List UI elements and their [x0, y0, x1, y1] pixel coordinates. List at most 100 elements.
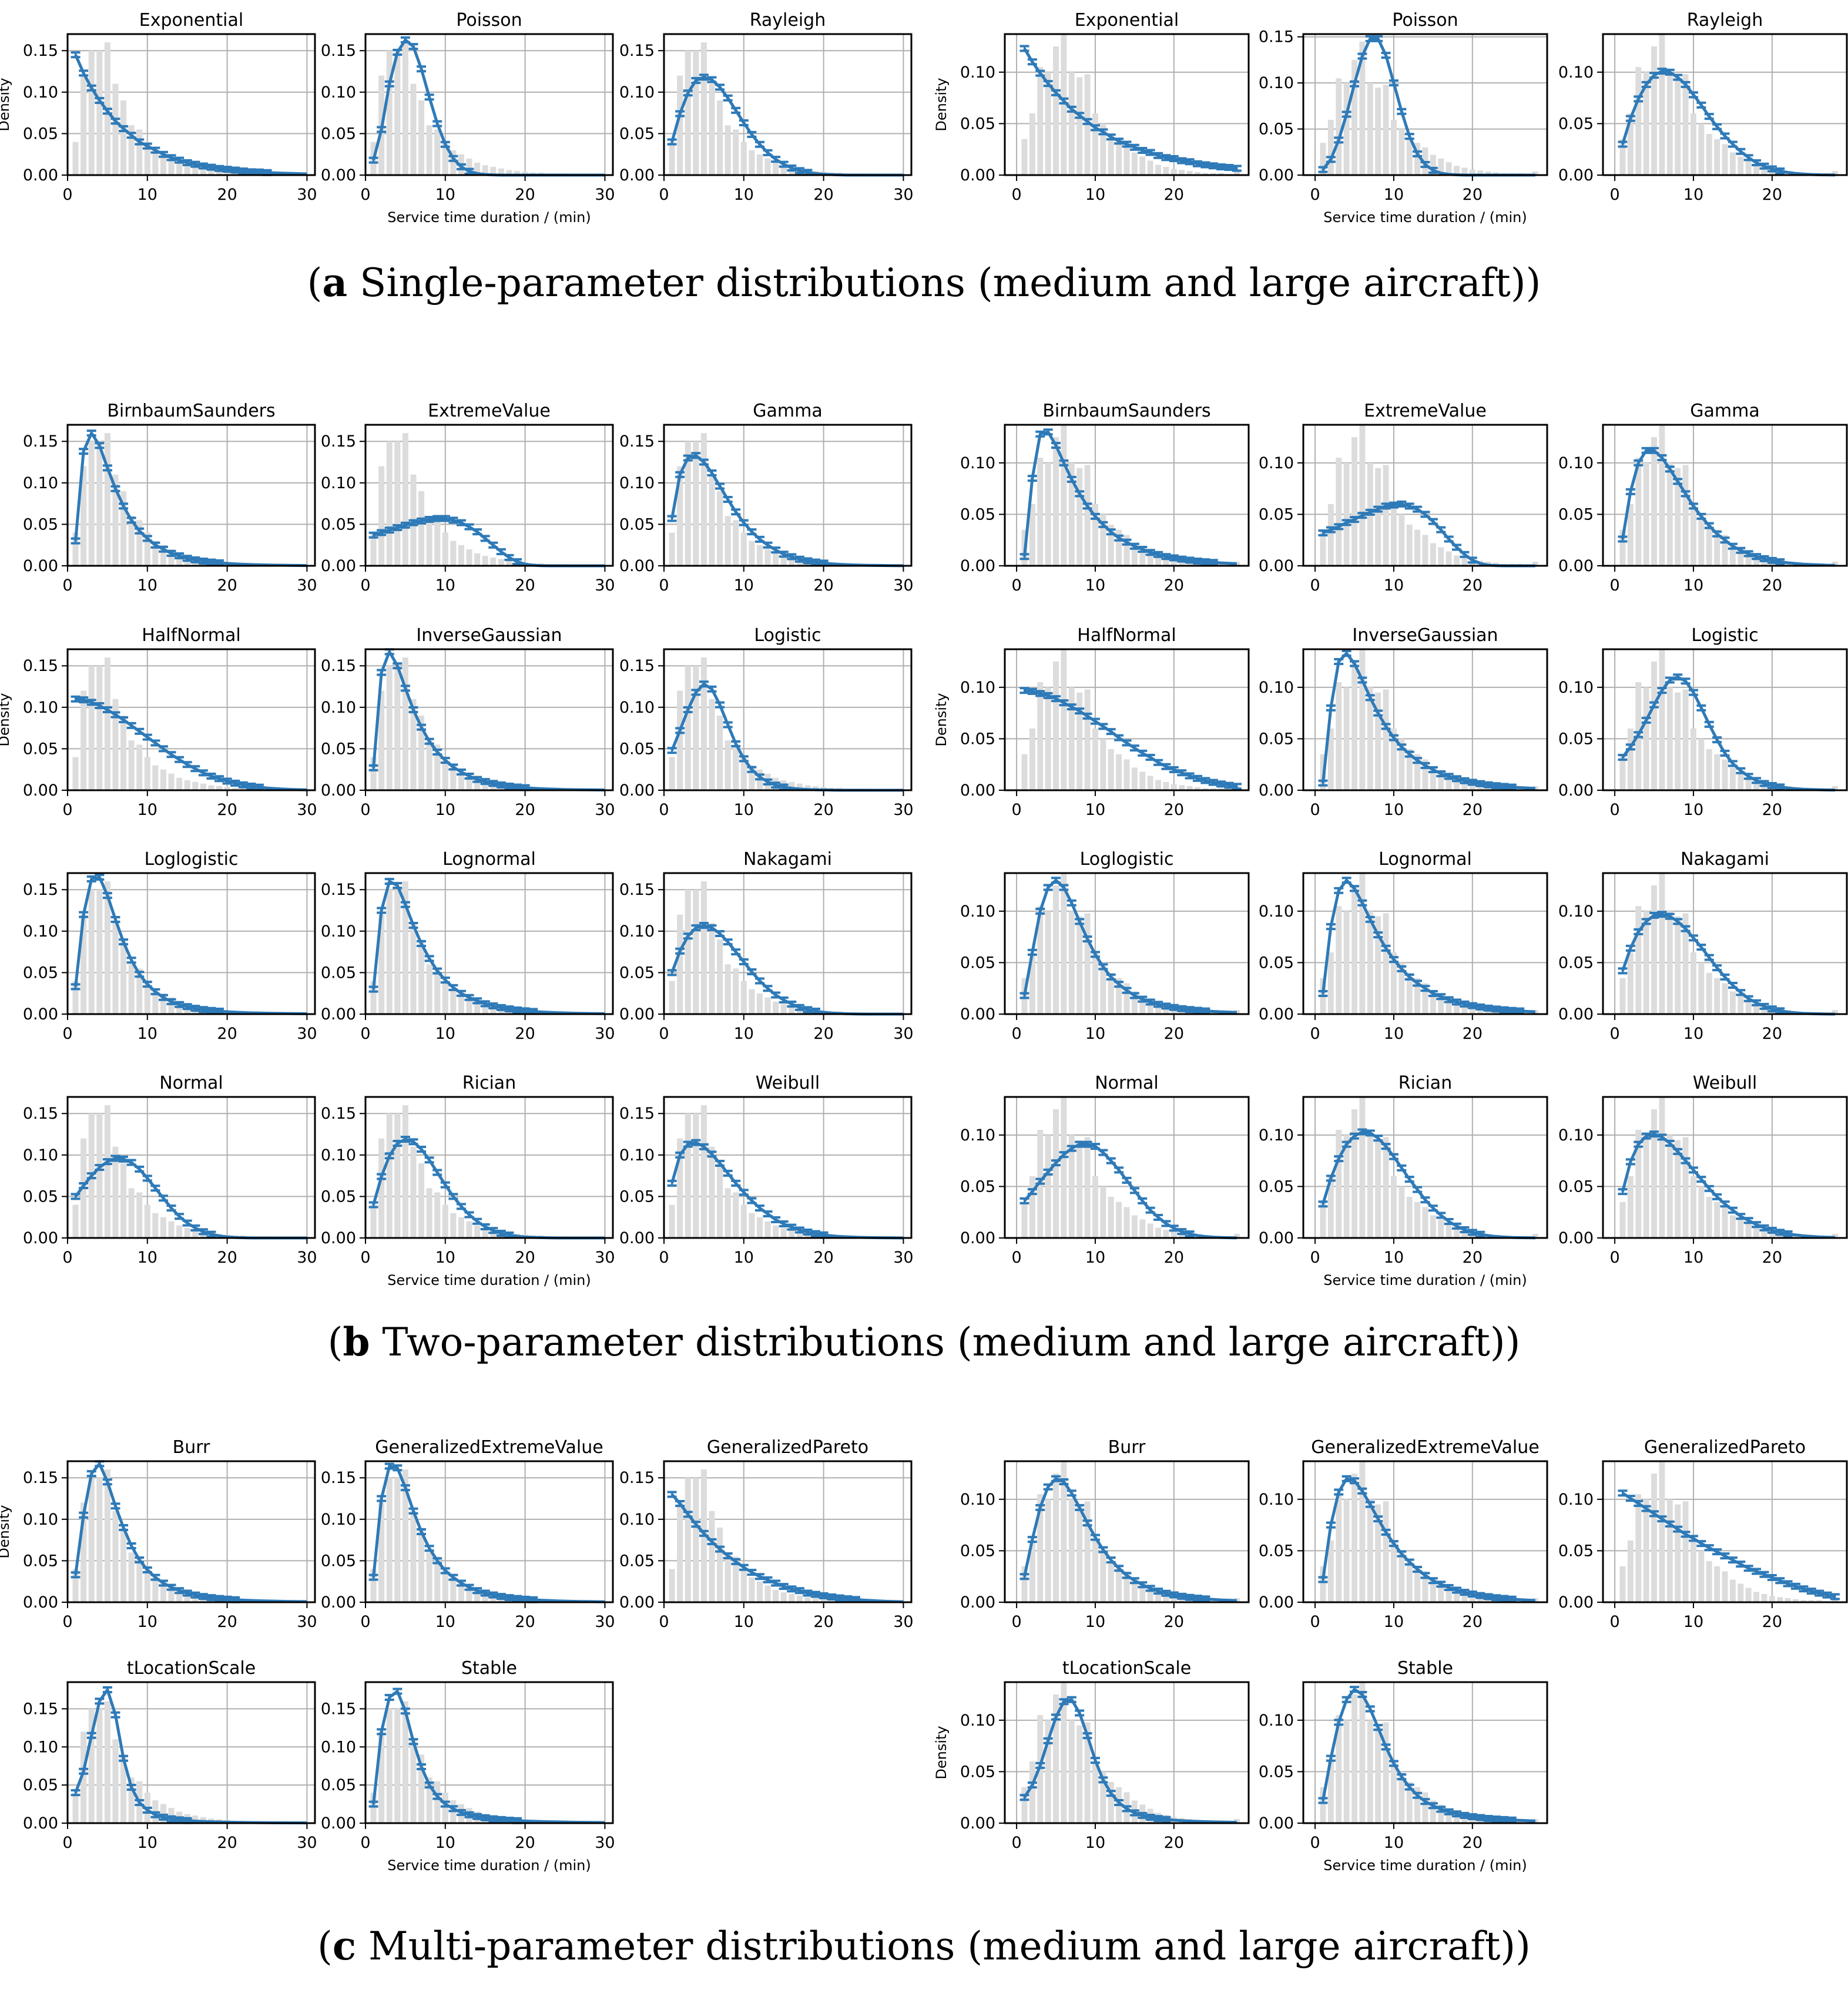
large-Gamma-hist-bar	[1753, 555, 1760, 566]
medium-Poisson-hist-bar	[426, 125, 432, 175]
medium-Burr-axes-frame	[66, 1460, 316, 1603]
large-Rayleigh-ytick-label: 0.00	[1558, 166, 1594, 184]
large-Weibull-hist-bar	[1682, 1137, 1689, 1238]
medium-Rician-hist-bar	[474, 1225, 481, 1238]
medium-Lognormal-hist-bar	[490, 1005, 497, 1014]
medium-Rician-hist-bar	[426, 1188, 432, 1238]
large-Poisson-hist-bar	[1485, 171, 1491, 175]
medium-tLocationScale-ytick-label: 0.10	[23, 1738, 58, 1756]
large-Rician-hist-bar	[1398, 1186, 1405, 1238]
medium-Lognormal-ytick-label: 0.05	[321, 964, 356, 982]
large-tLocationScale-hist-bar	[1100, 1771, 1106, 1823]
large-Gamma-hist-bar	[1651, 437, 1657, 566]
medium-Lognormal-ytick-label: 0.00	[321, 1005, 356, 1023]
large-Lognormal-ytick-label: 0.05	[1259, 954, 1294, 972]
medium-Burr-hist-bar	[128, 1552, 135, 1602]
medium-Exponential-hist-bar	[88, 51, 95, 175]
large-Logistic-fit-line	[1621, 675, 1835, 792]
medium-Rayleigh-xtick-label: 0	[659, 186, 669, 204]
large-Normal-ytick-label: 0.10	[960, 1126, 995, 1145]
medium-Weibull-xtick-label: 20	[813, 1249, 833, 1267]
large-Stable-xtick-label: 0	[1310, 1834, 1320, 1852]
large-Normal-hist-bar	[1100, 1186, 1106, 1238]
medium-Stable-hist-bar	[370, 1793, 377, 1823]
large-Stable-xtick-label: 10	[1384, 1834, 1404, 1852]
medium-Poisson-hist-bar	[482, 165, 488, 175]
medium-Logistic-xtick-label: 0	[659, 801, 669, 819]
medium-Normal-hist-bar	[112, 1146, 119, 1238]
large-BirnbaumSaunders-hist-bar	[1037, 458, 1044, 566]
medium-GeneralizedExtremeValue-ytick-label: 0.15	[321, 1469, 356, 1487]
large-Loglogistic-ytick-label: 0.05	[960, 954, 995, 972]
large-InverseGaussian-hist-bar	[1469, 784, 1475, 790]
medium-Nakagami-hist-bar	[725, 964, 731, 1014]
medium-Rician-hist-bar	[386, 1113, 393, 1238]
medium-Weibull-hist-bar	[700, 1105, 707, 1238]
medium-Loglogistic-axes-frame	[66, 872, 316, 1015]
large-GeneralizedPareto-hist-bar	[1753, 1592, 1760, 1602]
medium-Lognormal-hist-bar	[370, 981, 377, 1014]
medium-BirnbaumSaunders-hist-bar	[112, 474, 119, 566]
large-Poisson-ytick-label: 0.10	[1259, 74, 1294, 92]
medium-Logistic-hist-bar	[796, 783, 803, 790]
large-Stable-hist-bar	[1398, 1771, 1405, 1823]
large-Exponential-hist-bar	[1037, 67, 1044, 175]
medium-GeneralizedPareto-hist-bar	[693, 1478, 699, 1602]
large-GeneralizedPareto-hist-bar	[1738, 1583, 1744, 1602]
large-Normal-hist-bar	[1139, 1219, 1146, 1238]
medium-Poisson-ytick-label: 0.05	[321, 125, 356, 143]
medium-Poisson-hist-bar	[394, 51, 401, 175]
large-Rayleigh-hist-bar	[1619, 139, 1626, 175]
large-Exponential-hist-bar	[1045, 72, 1051, 175]
large-Poisson-hist-bar	[1430, 155, 1436, 175]
large-GeneralizedExtremeValue-hist-bar	[1398, 1551, 1405, 1602]
medium-Poisson-ytick-label: 0.15	[321, 42, 356, 60]
medium-Rayleigh-ytick-label: 0.15	[619, 42, 655, 60]
medium-Weibull-hist-bar	[756, 1217, 763, 1238]
medium-GeneralizedExtremeValue-hist-bar	[410, 1511, 417, 1602]
medium-tLocationScale-axes-frame	[66, 1681, 316, 1824]
large-Burr-xtick-label: 10	[1085, 1613, 1105, 1631]
large-HalfNormal-hist-bar	[1218, 788, 1225, 790]
medium-Loglogistic-ytick-label: 0.15	[23, 881, 58, 899]
large-Rayleigh-hist-bar	[1666, 72, 1673, 175]
large-GeneralizedExtremeValue-ytick-label: 0.00	[1259, 1593, 1294, 1612]
medium-InverseGaussian-hist-bar	[370, 757, 377, 790]
large-Weibull-hist-bar	[1832, 1233, 1838, 1238]
medium-HalfNormal-hist-bar	[176, 777, 183, 790]
large-GeneralizedPareto-title: GeneralizedPareto	[1644, 1437, 1806, 1458]
large-Poisson-hist-bar	[1469, 169, 1475, 175]
large-GeneralizedPareto-hist-bar	[1627, 1540, 1634, 1602]
medium-Burr-hist-bar	[152, 1577, 159, 1602]
medium-Rician-ytick-label: 0.00	[321, 1229, 356, 1247]
medium-Exponential-ytick-label: 0.05	[23, 125, 58, 143]
medium-Lognormal-hist-bar	[426, 964, 432, 1014]
medium-GeneralizedExtremeValue-hist-bar	[394, 1478, 401, 1602]
medium-GeneralizedPareto-hist-bar	[749, 1577, 755, 1602]
large-GeneralizedPareto-hist-bar	[1714, 1566, 1720, 1602]
medium-Burr-ytick-label: 0.00	[23, 1593, 58, 1612]
medium-GeneralizedPareto-hist-bar	[796, 1595, 803, 1602]
medium-InverseGaussian-hist-bar	[458, 769, 464, 790]
large-Weibull-xtick-label: 10	[1683, 1249, 1703, 1267]
medium-Poisson-axes-frame	[364, 33, 614, 176]
medium-Gamma-hist-bar	[789, 557, 795, 566]
large-Logistic-hist-bar	[1627, 728, 1634, 790]
medium-ExtremeValue-hist-bar	[506, 561, 512, 566]
medium-Normal-xtick-label: 30	[297, 1249, 317, 1267]
medium-Nakagami-hist-bar	[733, 968, 739, 1014]
large-Lognormal-xtick-label: 10	[1384, 1025, 1404, 1043]
large-Nakagami-hist-bar	[1722, 983, 1728, 1014]
medium-Gamma-hist-bar	[740, 532, 747, 566]
large-Normal-hist-bar	[1108, 1196, 1114, 1238]
large-Rician-hist-bar	[1336, 1130, 1342, 1238]
large-Nakagami-ytick-label: 0.05	[1558, 954, 1594, 972]
large-Rayleigh-hist-bar	[1729, 152, 1736, 175]
medium-Poisson-hist-bar	[514, 170, 521, 175]
medium-Stable-xtick-label: 10	[435, 1834, 455, 1852]
large-Rician-title: Rician	[1398, 1073, 1452, 1093]
large-Weibull-hist-bar	[1698, 1186, 1705, 1238]
large-Nakagami-hist-bar	[1738, 995, 1744, 1014]
medium-BirnbaumSaunders-hist-bar	[176, 553, 183, 566]
large-Normal-hist-bar	[1053, 1109, 1059, 1238]
